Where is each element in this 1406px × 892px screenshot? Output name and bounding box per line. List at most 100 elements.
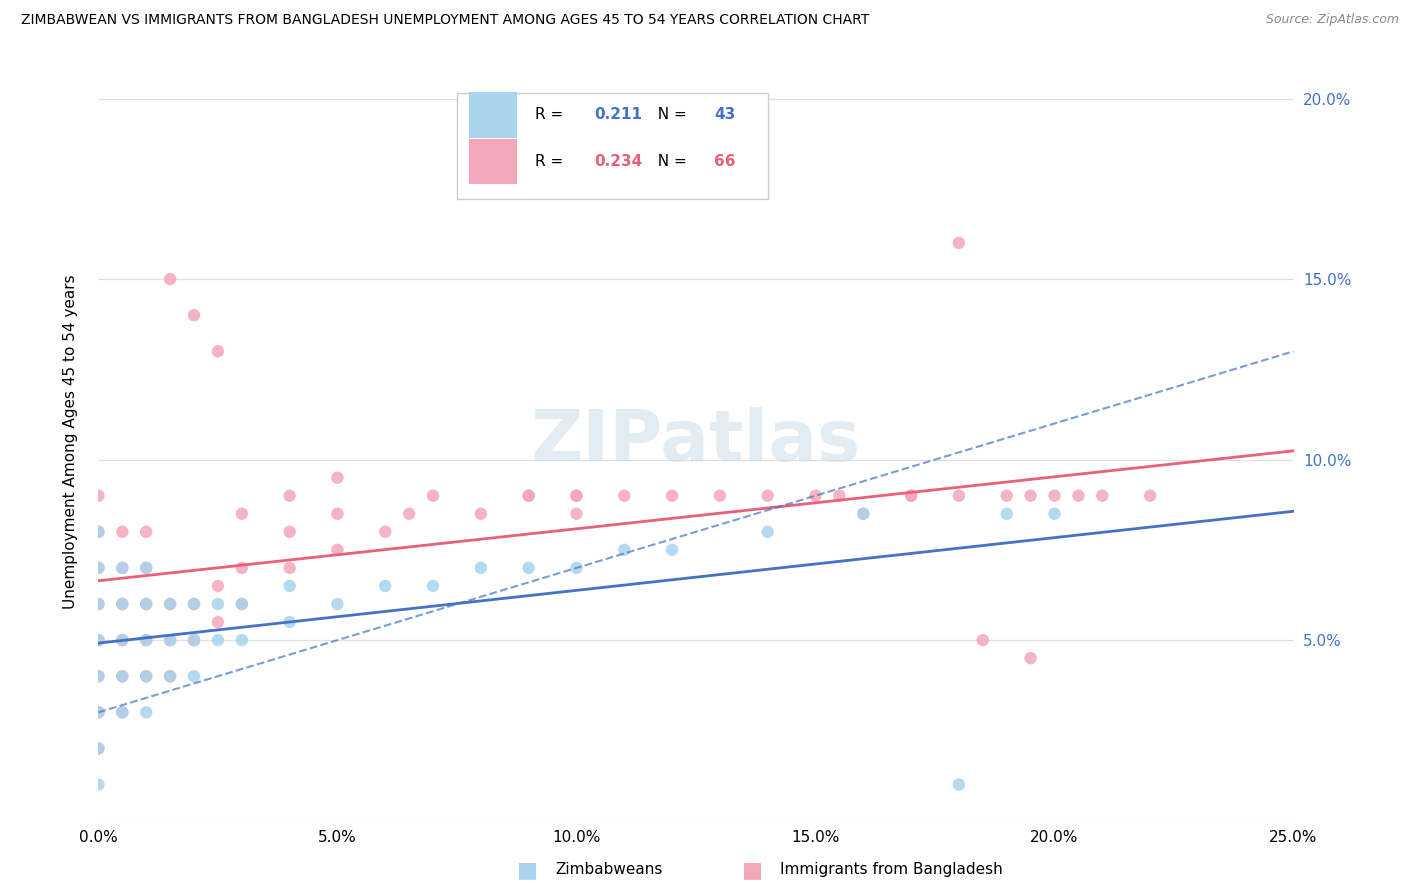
Point: [1067, 489, 1090, 503]
Point: [995, 489, 1018, 503]
Point: [900, 489, 922, 503]
Point: [231, 507, 253, 521]
Point: [111, 669, 134, 683]
Point: [87, 669, 110, 683]
Point: [135, 597, 157, 611]
Point: [87, 633, 110, 648]
Point: [87, 706, 110, 720]
Point: [1019, 489, 1042, 503]
Bar: [470, 92, 517, 137]
Point: [207, 633, 229, 648]
Point: [231, 633, 253, 648]
Point: [87, 741, 110, 756]
Point: [135, 561, 157, 575]
Point: [565, 561, 588, 575]
Text: ZIMBABWEAN VS IMMIGRANTS FROM BANGLADESH UNEMPLOYMENT AMONG AGES 45 TO 54 YEARS : ZIMBABWEAN VS IMMIGRANTS FROM BANGLADESH…: [21, 13, 869, 28]
Point: [159, 272, 181, 286]
Point: [900, 489, 922, 503]
Point: [1139, 489, 1161, 503]
Point: [1019, 651, 1042, 665]
Point: [183, 308, 205, 322]
Point: [111, 633, 134, 648]
Point: [111, 597, 134, 611]
Text: Immigrants from Bangladesh: Immigrants from Bangladesh: [780, 863, 1002, 877]
Point: [661, 542, 683, 557]
Point: [87, 597, 110, 611]
Point: [111, 561, 134, 575]
Point: [207, 597, 229, 611]
Point: [278, 561, 301, 575]
Point: [87, 561, 110, 575]
Point: [111, 633, 134, 648]
Point: [948, 489, 970, 503]
Point: [948, 235, 970, 250]
Point: [326, 542, 349, 557]
Point: [159, 633, 181, 648]
Point: [470, 561, 492, 575]
Point: [183, 597, 205, 611]
Point: [613, 542, 636, 557]
Point: [613, 489, 636, 503]
Point: [87, 524, 110, 539]
Point: [709, 489, 731, 503]
Text: 0.211: 0.211: [595, 107, 643, 122]
Text: ■: ■: [517, 860, 537, 880]
Point: [422, 579, 444, 593]
Point: [111, 706, 134, 720]
Bar: [470, 139, 517, 185]
Text: R =: R =: [534, 107, 568, 122]
Point: [326, 507, 349, 521]
Point: [111, 706, 134, 720]
Point: [756, 489, 779, 503]
Point: [87, 778, 110, 792]
Point: [278, 489, 301, 503]
Text: ■: ■: [742, 860, 762, 880]
Point: [948, 778, 970, 792]
Point: [111, 524, 134, 539]
Text: N =: N =: [648, 107, 692, 122]
Point: [565, 489, 588, 503]
Point: [159, 669, 181, 683]
Point: [278, 615, 301, 629]
Point: [135, 669, 157, 683]
FancyBboxPatch shape: [457, 93, 768, 199]
Point: [87, 597, 110, 611]
Point: [159, 597, 181, 611]
Point: [135, 633, 157, 648]
Point: [207, 344, 229, 359]
Point: [135, 561, 157, 575]
Point: [135, 524, 157, 539]
Point: [87, 524, 110, 539]
Point: [87, 741, 110, 756]
Point: [207, 579, 229, 593]
Text: 0.234: 0.234: [595, 154, 643, 169]
Point: [852, 507, 875, 521]
Point: [756, 524, 779, 539]
Point: [278, 524, 301, 539]
Point: [374, 524, 396, 539]
Point: [159, 597, 181, 611]
Point: [1043, 507, 1066, 521]
Point: [1043, 489, 1066, 503]
Point: [804, 489, 827, 503]
Point: [111, 669, 134, 683]
Point: [87, 561, 110, 575]
Point: [87, 633, 110, 648]
Point: [111, 561, 134, 575]
Text: ZIPatlas: ZIPatlas: [531, 407, 860, 476]
Point: [278, 579, 301, 593]
Point: [565, 507, 588, 521]
Point: [87, 489, 110, 503]
Point: [183, 669, 205, 683]
Text: 66: 66: [714, 154, 735, 169]
Point: [565, 489, 588, 503]
Point: [852, 507, 875, 521]
Point: [422, 489, 444, 503]
Point: [183, 633, 205, 648]
Point: [995, 507, 1018, 521]
Y-axis label: Unemployment Among Ages 45 to 54 years: Unemployment Among Ages 45 to 54 years: [63, 274, 77, 609]
Text: Source: ZipAtlas.com: Source: ZipAtlas.com: [1265, 13, 1399, 27]
Text: N =: N =: [648, 154, 692, 169]
Point: [111, 597, 134, 611]
Point: [87, 706, 110, 720]
